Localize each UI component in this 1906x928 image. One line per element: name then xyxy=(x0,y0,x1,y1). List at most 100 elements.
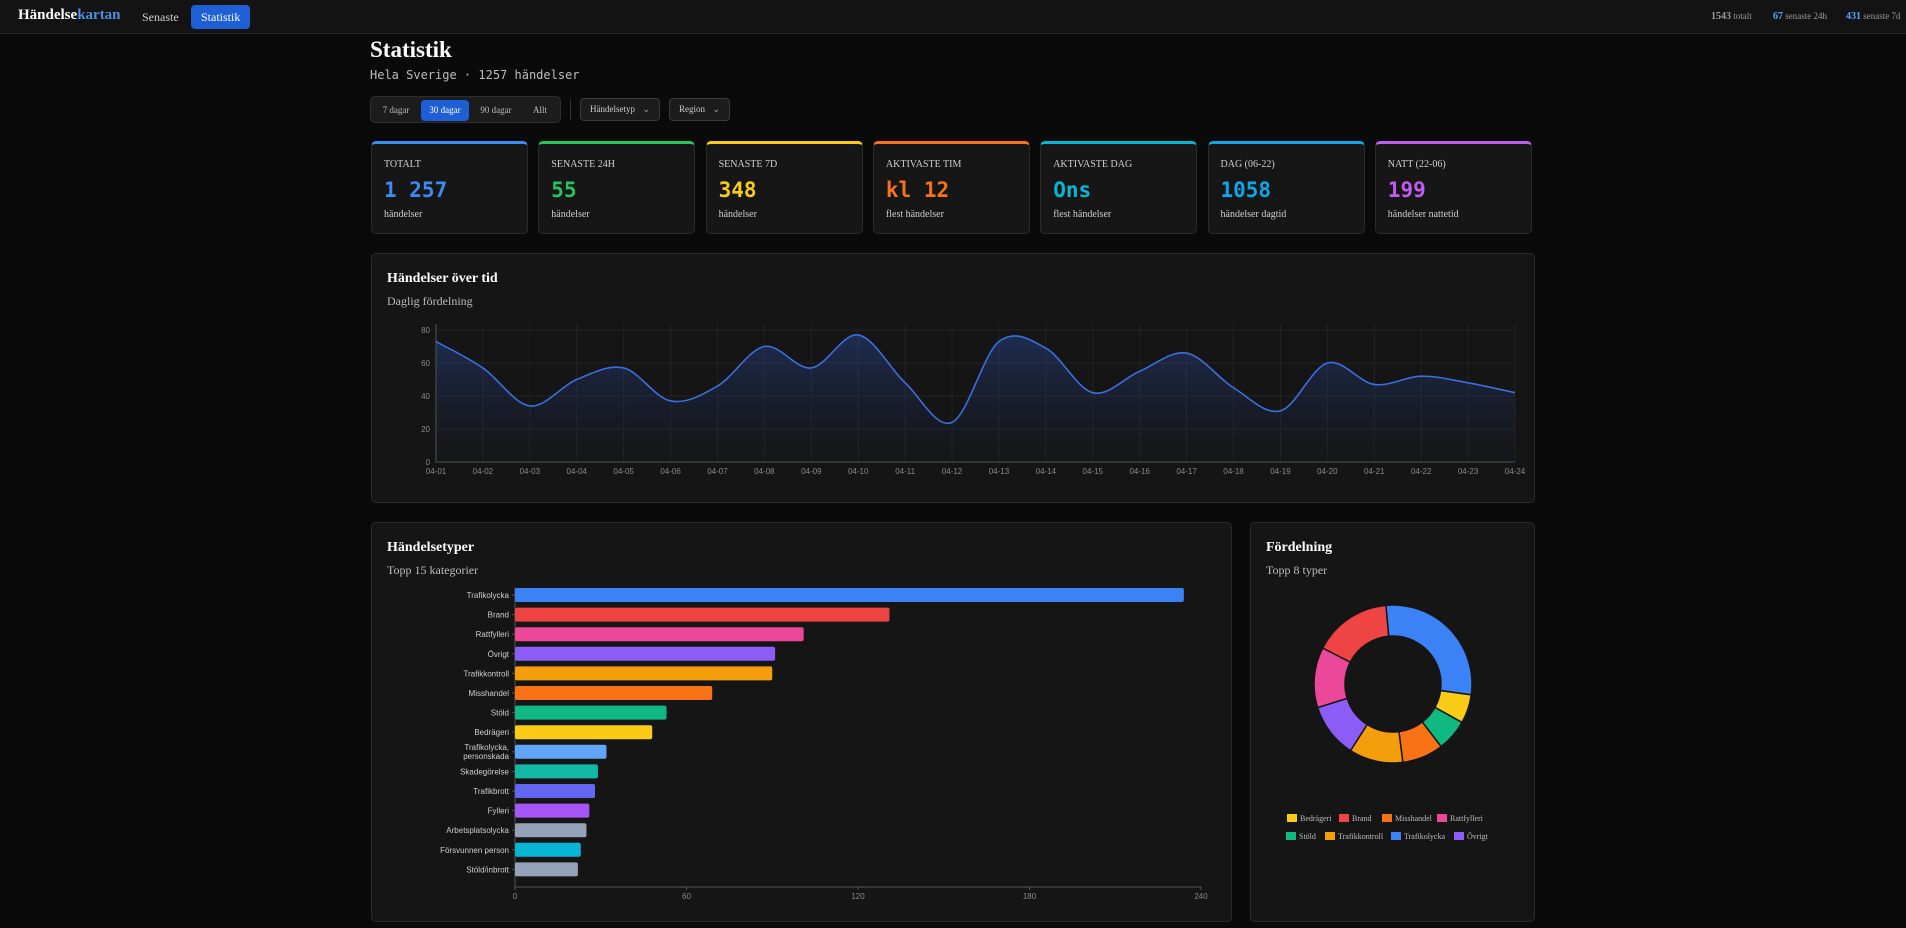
top-stat-7d-value: 431 xyxy=(1846,11,1861,22)
top-stat-24h-label: senaste 24h xyxy=(1785,11,1827,21)
legend-item[interactable]: Rattfylleri xyxy=(1437,814,1483,823)
stat-card-label: TOTALT xyxy=(384,159,421,170)
x-tick-label: 04-10 xyxy=(848,467,869,476)
legend-swatch xyxy=(1382,814,1392,822)
legend-label: Trafikolycka xyxy=(1404,832,1446,841)
x-tick-label: 04-06 xyxy=(660,467,681,476)
distribution-donut-chart xyxy=(1313,604,1473,764)
x-tick-label: 04-02 xyxy=(473,467,494,476)
stat-card: SENASTE 24H 55 händelser xyxy=(538,141,696,234)
timeline-panel: Händelser över tid Daglig fördelning 0 20… xyxy=(371,253,1535,503)
top-stat-24h-value: 67 xyxy=(1773,11,1783,22)
bar xyxy=(515,646,776,661)
top-stat-24h: 67 senaste 24h xyxy=(1773,11,1827,22)
donut-slice xyxy=(1321,604,1390,664)
period-90d-button[interactable]: 90 dagar xyxy=(480,105,512,115)
type-dropdown[interactable]: Händelsetyp ⌄ xyxy=(580,98,660,121)
category-label: Misshandel xyxy=(469,689,510,698)
x-tick-label: 04-18 xyxy=(1223,467,1244,476)
legend-item[interactable]: Trafikolycka xyxy=(1391,832,1445,841)
stat-card: NATT (22-06) 199 händelser nattetid xyxy=(1374,141,1532,234)
stat-card-label: AKTIVASTE DAG xyxy=(1053,159,1133,170)
category-label: Trafikkontroll xyxy=(464,669,510,678)
types-title: Händelsetyper xyxy=(387,540,475,555)
category-label: Bedrägeri xyxy=(474,728,509,737)
legend-label: Stöld xyxy=(1299,832,1316,841)
bar xyxy=(515,784,596,798)
legend-item[interactable]: Misshandel xyxy=(1382,814,1432,823)
category-label: Fylleri xyxy=(488,807,510,816)
stat-card: TOTALT 1 257 händelser xyxy=(371,141,528,234)
x-tick-label: 04-17 xyxy=(1176,467,1197,476)
filter-divider xyxy=(570,99,571,120)
stat-card-value: 348 xyxy=(718,178,757,202)
bar xyxy=(515,764,598,779)
legend-item[interactable]: Stöld xyxy=(1286,832,1316,841)
bar xyxy=(515,823,587,838)
legend-item[interactable]: Bedrägeri xyxy=(1287,814,1332,823)
x-tick-label: 60 xyxy=(682,892,691,901)
legend-swatch xyxy=(1437,814,1447,822)
category-label: Stöld xyxy=(491,709,509,718)
y-tick-label: 60 xyxy=(421,359,430,368)
stat-card-label: AKTIVASTE TIM xyxy=(885,159,962,170)
region-dropdown[interactable]: Region ⌄ xyxy=(669,98,730,121)
stat-card-value: kl 12 xyxy=(885,178,950,202)
legend-swatch xyxy=(1454,832,1464,840)
legend-item[interactable]: Brand xyxy=(1339,814,1372,823)
bar xyxy=(515,666,773,681)
stat-card-label: SENASTE 7D xyxy=(718,159,778,170)
bar xyxy=(515,686,713,700)
stat-card-sub: händelser nattetid xyxy=(1387,209,1459,220)
stat-card-sub: flest händelser xyxy=(1053,209,1112,220)
x-tick-label: 04-14 xyxy=(1036,467,1057,476)
bar xyxy=(515,744,607,759)
category-label: Arbetsplatsolycka xyxy=(446,826,509,835)
x-tick-label: 240 xyxy=(1194,892,1208,901)
stat-card-sub: händelser xyxy=(551,209,590,220)
period-selector: 7 dagar 30 dagar 90 dagar Allt xyxy=(370,96,561,123)
legend-label: Övrigt xyxy=(1467,832,1488,841)
x-tick-label: 180 xyxy=(1023,892,1037,901)
legend-label: Trafikkontroll xyxy=(1338,832,1384,841)
x-tick-label: 04-07 xyxy=(707,467,728,476)
x-tick-label: 04-13 xyxy=(989,467,1010,476)
page-subtitle: Hela Sverige · 1257 händelser xyxy=(370,68,580,82)
x-tick-label: 04-22 xyxy=(1411,467,1432,476)
timeline-title: Händelser över tid xyxy=(387,271,498,286)
x-tick-label: 04-04 xyxy=(567,467,588,476)
category-label: Skadegörelse xyxy=(460,767,509,776)
stat-card-sub: händelser xyxy=(384,209,423,220)
x-tick-label: 04-09 xyxy=(801,467,822,476)
x-tick-label: 04-16 xyxy=(1129,467,1150,476)
x-tick-label: 04-15 xyxy=(1083,467,1104,476)
donut-slice xyxy=(1385,604,1473,696)
timeline-subtitle: Daglig fördelning xyxy=(387,294,473,308)
distribution-title: Fördelning xyxy=(1266,540,1333,555)
type-dropdown-label: Händelsetyp xyxy=(590,104,635,114)
legend-label: Bedrägeri xyxy=(1300,814,1332,823)
x-tick-label: 04-05 xyxy=(613,467,634,476)
y-tick-label: 80 xyxy=(421,326,430,335)
legend-label: Misshandel xyxy=(1395,814,1432,823)
x-tick-label: 04-23 xyxy=(1458,467,1479,476)
x-tick-label: 04-01 xyxy=(426,467,447,476)
x-tick-label: 04-24 xyxy=(1505,467,1526,476)
bar xyxy=(515,725,653,740)
stat-card: SENASTE 7D 348 händelser xyxy=(705,141,863,234)
period-all-button[interactable]: Allt xyxy=(532,105,547,115)
x-tick-label: 04-12 xyxy=(942,467,963,476)
legend-item[interactable]: Trafikkontroll xyxy=(1325,832,1383,841)
chevron-down-icon: ⌄ xyxy=(712,104,720,114)
stat-card: DAG (06-22) 1058 händelser dagtid xyxy=(1207,141,1365,234)
legend-item[interactable]: Övrigt xyxy=(1454,832,1488,841)
stat-card-label: NATT (22-06) xyxy=(1387,159,1446,170)
period-7d-button[interactable]: 7 dagar xyxy=(382,105,410,115)
category-label: Trafikolycka, personskada xyxy=(463,743,509,761)
legend-swatch xyxy=(1391,832,1401,840)
period-30d-button[interactable]: 30 dagar xyxy=(421,100,469,121)
nav-recent-link[interactable]: Senaste xyxy=(142,10,179,24)
brand-logo[interactable]: Händelsekartan xyxy=(18,7,121,24)
nav-stats-link[interactable]: Statistik xyxy=(191,5,251,29)
brand-name-accent: kartan xyxy=(77,7,121,23)
